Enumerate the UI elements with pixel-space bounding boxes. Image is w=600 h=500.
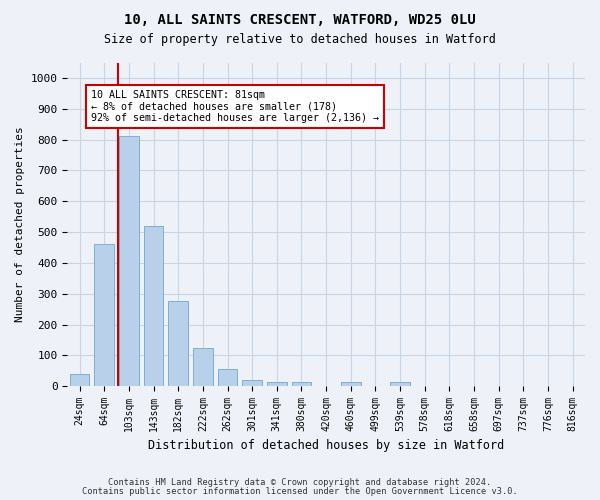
Bar xyxy=(390,382,410,386)
Bar xyxy=(267,382,287,386)
Bar xyxy=(218,369,238,386)
Text: 10, ALL SAINTS CRESCENT, WATFORD, WD25 0LU: 10, ALL SAINTS CRESCENT, WATFORD, WD25 0… xyxy=(124,12,476,26)
Bar xyxy=(144,226,163,386)
Bar xyxy=(119,136,139,386)
Bar xyxy=(341,382,361,386)
Bar xyxy=(94,244,114,386)
Bar xyxy=(169,302,188,386)
Text: 10 ALL SAINTS CRESCENT: 81sqm
← 8% of detached houses are smaller (178)
92% of s: 10 ALL SAINTS CRESCENT: 81sqm ← 8% of de… xyxy=(91,90,379,124)
Bar xyxy=(242,380,262,386)
Text: Contains HM Land Registry data © Crown copyright and database right 2024.: Contains HM Land Registry data © Crown c… xyxy=(109,478,491,487)
Text: Size of property relative to detached houses in Watford: Size of property relative to detached ho… xyxy=(104,32,496,46)
Bar xyxy=(292,382,311,386)
Bar xyxy=(193,348,213,386)
Y-axis label: Number of detached properties: Number of detached properties xyxy=(15,126,25,322)
Text: Contains public sector information licensed under the Open Government Licence v3: Contains public sector information licen… xyxy=(82,487,518,496)
X-axis label: Distribution of detached houses by size in Watford: Distribution of detached houses by size … xyxy=(148,440,504,452)
Bar xyxy=(70,374,89,386)
